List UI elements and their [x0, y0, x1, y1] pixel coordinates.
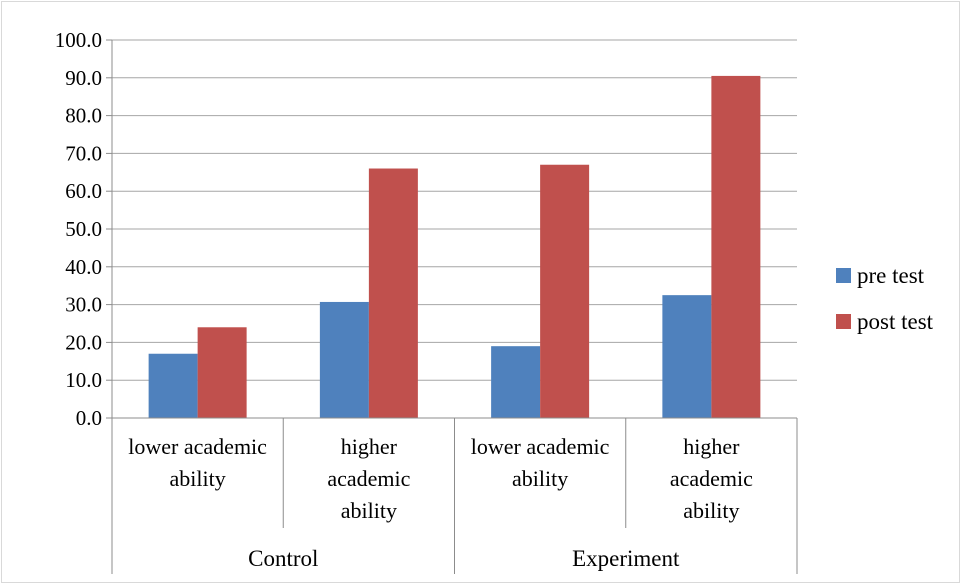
x-category-label-line: ability — [341, 498, 397, 523]
bar-post-test-2 — [368, 168, 418, 418]
y-tick-label: 70.0 — [65, 141, 102, 165]
bar-post-test-4 — [711, 75, 761, 418]
x-category-label: higher academic ability — [327, 434, 410, 523]
bars — [148, 75, 761, 418]
x-category-label-line: ability — [512, 466, 568, 491]
y-tick-label: 80.0 — [65, 104, 102, 128]
bar-post-test-3 — [540, 164, 590, 418]
bar-pre-test-3 — [491, 346, 541, 418]
y-tick-label: 90.0 — [65, 66, 102, 90]
x-group-label: Control — [248, 546, 318, 571]
bar-pre-test-1 — [148, 353, 198, 418]
y-tick-label: 100.0 — [55, 28, 102, 52]
x-category-label-line: higher — [341, 434, 398, 459]
x-category-label: higher academic ability — [670, 434, 753, 523]
bar-post-test-1 — [197, 327, 247, 418]
y-tick-label: 40.0 — [65, 255, 102, 279]
bar-pre-test-4 — [662, 295, 712, 418]
legend-swatch-post-test — [836, 314, 851, 329]
x-category-label-line: ability — [683, 498, 739, 523]
y-axis: 0.0 10.0 20.0 30.0 40.0 50.0 60.0 70.0 80.0 90.0 1… — [55, 28, 113, 430]
y-tick-label: 10.0 — [65, 368, 102, 392]
x-category-label-line: ability — [170, 466, 226, 491]
y-tick-label: 30.0 — [65, 293, 102, 317]
x-category-label-line: academic — [327, 466, 410, 491]
x-category-label: lower academic ability — [128, 434, 267, 491]
y-tick-label: 50.0 — [65, 217, 102, 241]
x-category-label-line: lower academic — [128, 434, 267, 459]
x-axis: lower academic ability higher academic abili… — [111, 417, 798, 574]
legend-swatch-pre-test — [836, 268, 851, 283]
x-category-label-line: academic — [670, 466, 753, 491]
x-category-label-line: higher — [683, 434, 740, 459]
y-tick-label: 20.0 — [65, 330, 102, 354]
y-tick-label: 0.0 — [76, 406, 102, 430]
x-category-label-line: lower academic — [471, 434, 610, 459]
x-category-label: lower academic ability — [471, 434, 610, 491]
bar-pre-test-2 — [319, 301, 369, 418]
x-group-label: Experiment — [572, 546, 680, 571]
legend-label: post test — [857, 309, 934, 334]
y-tick-label: 60.0 — [65, 179, 102, 203]
legend-label: pre test — [857, 263, 925, 288]
legend: pre test post test — [836, 263, 934, 334]
